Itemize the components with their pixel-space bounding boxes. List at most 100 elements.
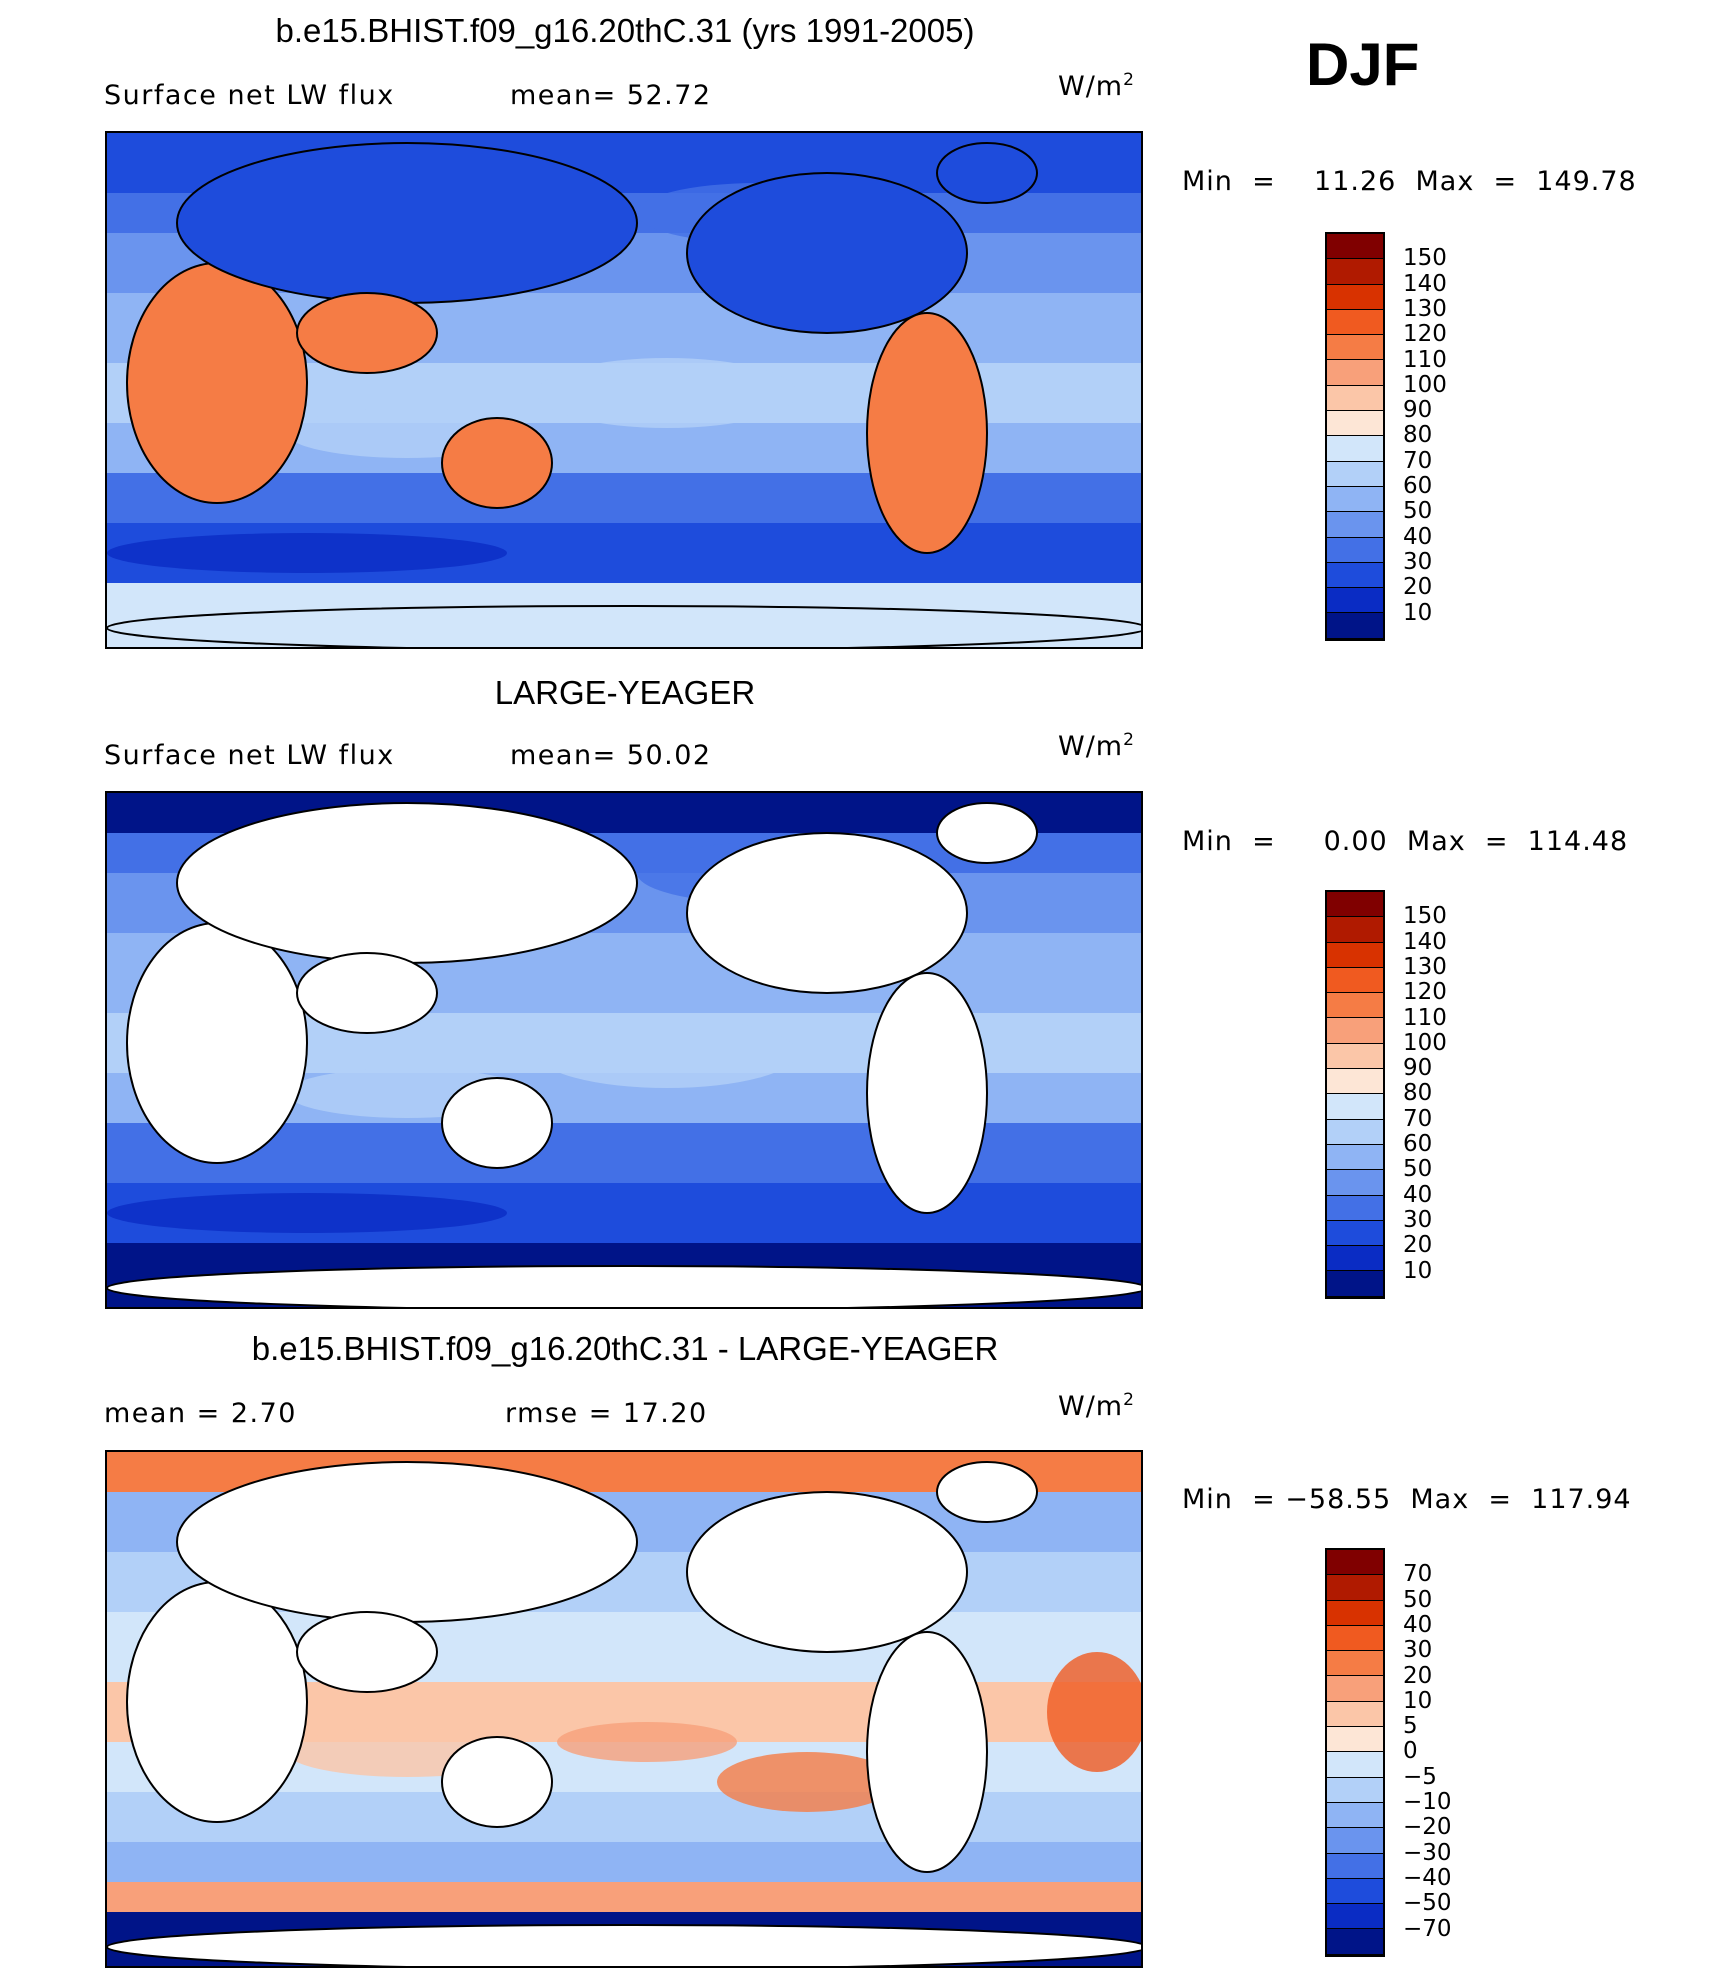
colorbar-swatch — [1327, 360, 1383, 386]
colorbar-label: −30 — [1403, 1839, 1452, 1866]
panel1-units: W/m2 — [1058, 70, 1135, 102]
panel3-rmse: rmse = 17.20 — [505, 1398, 708, 1429]
colorbar-label: 50 — [1403, 1156, 1433, 1183]
colorbar-label: 30 — [1403, 1206, 1433, 1233]
continent-australia — [441, 417, 553, 509]
panel2-title: LARGE-YEAGER — [494, 674, 756, 711]
panel3-title: b.e15.BHIST.f09_g16.20thC.31 - LARGE-YEA… — [251, 1330, 999, 1367]
panel1-map — [105, 131, 1143, 649]
colorbar-swatch — [1327, 1676, 1383, 1702]
colorbar-label: 10 — [1403, 1687, 1433, 1714]
colorbar-label: 10 — [1403, 1257, 1433, 1284]
colorbar-swatch — [1327, 1651, 1383, 1677]
panel3-colorbar-box — [1325, 1548, 1385, 1957]
colorbar-swatch — [1327, 1246, 1383, 1272]
colorbar-swatch — [1327, 942, 1383, 968]
panel3-minmax: Min = −58.55 Max = 117.94 — [1182, 1484, 1632, 1515]
colorbar-label: 20 — [1403, 1662, 1433, 1689]
colorbar-label: 20 — [1403, 1232, 1433, 1259]
colorbar-label: 80 — [1403, 422, 1433, 449]
colorbar-label: 140 — [1403, 270, 1447, 297]
continent-south-asia — [296, 1611, 438, 1693]
colorbar-swatch — [1327, 1119, 1383, 1145]
colorbar-swatch — [1327, 562, 1383, 589]
colorbar-label: −20 — [1403, 1814, 1452, 1841]
continent-greenland — [936, 1461, 1038, 1523]
colorbar-label: 80 — [1403, 1080, 1433, 1107]
continent-australia — [441, 1736, 553, 1828]
colorbar-swatch — [1327, 461, 1383, 487]
colorbar-swatch — [1327, 335, 1383, 361]
colorbar-swatch — [1327, 436, 1383, 462]
colorbar-label: −50 — [1403, 1890, 1452, 1917]
season-label: DJF — [1306, 31, 1420, 98]
colorbar-label: 100 — [1403, 1029, 1447, 1056]
colorbar-label: 70 — [1403, 1561, 1433, 1588]
continent-south-asia — [296, 952, 438, 1034]
colorbar-swatch — [1327, 1802, 1383, 1829]
panel1-mean: mean= 52.72 — [510, 80, 712, 111]
panel2-map-svg — [107, 793, 1141, 1307]
panel1-variable-label: Surface net LW flux — [104, 80, 395, 111]
colorbar-label: 60 — [1403, 473, 1433, 499]
colorbar-label: −5 — [1403, 1763, 1437, 1790]
colorbar-swatch — [1327, 1904, 1383, 1930]
field-blob — [537, 358, 797, 428]
colorbar-swatch — [1327, 1929, 1383, 1955]
panel3-units: W/m2 — [1058, 1390, 1135, 1422]
colorbar-swatch — [1327, 1195, 1383, 1221]
colorbar-swatch — [1327, 1575, 1383, 1601]
colorbar-label: 90 — [1403, 397, 1433, 424]
colorbar-swatch — [1327, 892, 1383, 918]
continent-south-asia — [296, 292, 438, 374]
colorbar-swatch — [1327, 309, 1383, 336]
panel2-variable-label: Surface net LW flux — [104, 740, 395, 771]
colorbar-swatch — [1327, 385, 1383, 412]
colorbar-swatch — [1327, 1853, 1383, 1879]
colorbar-swatch — [1327, 993, 1383, 1019]
continent-africa — [126, 922, 308, 1164]
continent-south-america — [866, 972, 988, 1214]
field-blob — [557, 1722, 737, 1762]
continent-greenland — [936, 142, 1038, 204]
panel2-units: W/m2 — [1058, 730, 1135, 762]
colorbar-swatch — [1327, 234, 1383, 260]
panel2-map — [105, 791, 1143, 1309]
colorbar-swatch — [1327, 1600, 1383, 1626]
colorbar-label: 130 — [1403, 953, 1447, 980]
colorbar-label: 40 — [1403, 1611, 1433, 1638]
panel3-map — [105, 1450, 1143, 1968]
colorbar-swatch — [1327, 1828, 1383, 1854]
colorbar-label: 50 — [1403, 498, 1433, 525]
panel2-colorbar-box — [1325, 890, 1385, 1299]
colorbar-swatch — [1327, 1220, 1383, 1247]
continent-greenland — [936, 802, 1038, 864]
continent-antarctica — [107, 1265, 1141, 1307]
colorbar-swatch — [1327, 537, 1383, 563]
field-blob — [1047, 1652, 1141, 1772]
continent-north-america — [686, 172, 968, 334]
colorbar-swatch — [1327, 1271, 1383, 1297]
field-band — [107, 1882, 1141, 1912]
colorbar-swatch — [1327, 486, 1383, 513]
colorbar-label: 40 — [1403, 1181, 1433, 1208]
colorbar-swatch — [1327, 1727, 1383, 1753]
panel1-map-svg — [107, 133, 1141, 647]
continent-africa — [126, 1581, 308, 1823]
colorbar-label: 30 — [1403, 548, 1433, 575]
colorbar-swatch — [1327, 917, 1383, 943]
colorbar-swatch — [1327, 1144, 1383, 1171]
colorbar-label: 0 — [1403, 1738, 1418, 1765]
continent-eurasia — [176, 1461, 638, 1623]
continent-antarctica — [107, 605, 1141, 647]
continent-north-america — [686, 1491, 968, 1653]
colorbar-swatch — [1327, 1777, 1383, 1803]
colorbar-swatch — [1327, 284, 1383, 310]
field-blob — [107, 1193, 507, 1233]
colorbar-label: −40 — [1403, 1864, 1452, 1891]
panel3-map-svg — [107, 1452, 1141, 1966]
panel3-mean: mean = 2.70 — [104, 1398, 297, 1429]
colorbar-label: 20 — [1403, 574, 1433, 601]
colorbar-swatch — [1327, 1069, 1383, 1095]
colorbar-label: 110 — [1403, 346, 1447, 373]
